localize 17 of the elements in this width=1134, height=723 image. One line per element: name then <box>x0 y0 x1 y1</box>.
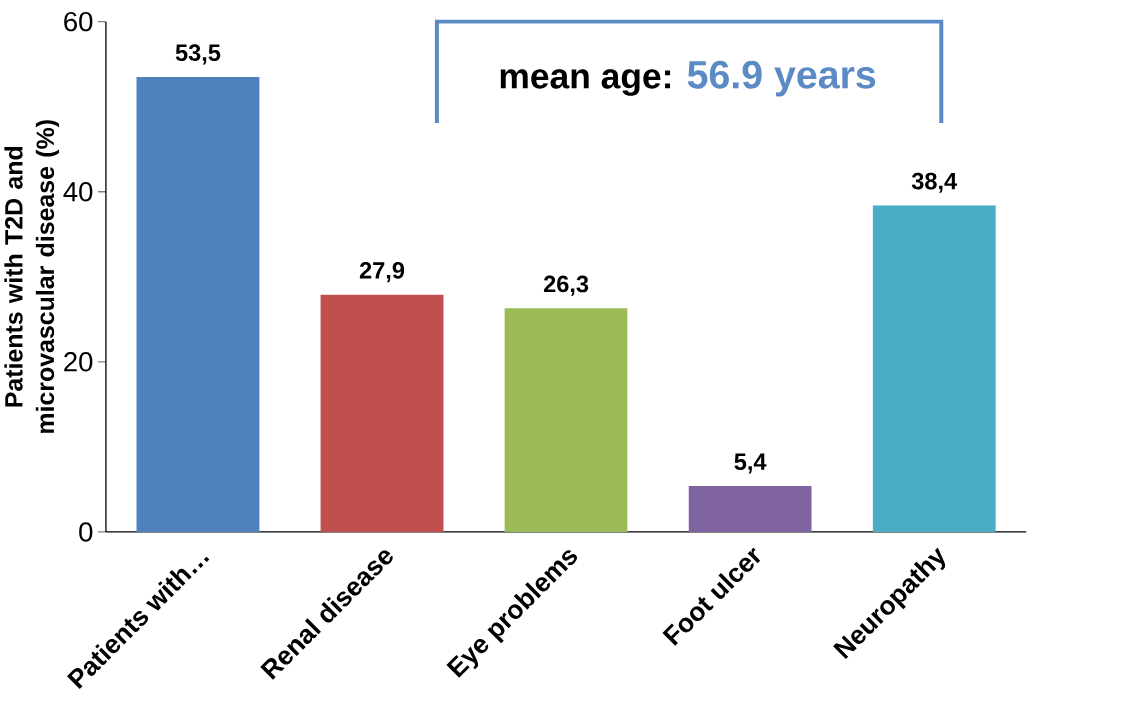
bar <box>872 205 996 533</box>
y-tick-label: 40 <box>63 182 93 202</box>
bar <box>504 308 628 533</box>
bar <box>320 294 444 533</box>
data-label: 26,3 <box>543 275 589 296</box>
data-label: 27,9 <box>359 262 405 283</box>
annotation: 56.9 years <box>687 60 876 97</box>
data-label: 5,4 <box>734 453 767 474</box>
y-tick-label: 60 <box>64 12 93 32</box>
data-label: 38,4 <box>911 172 958 193</box>
y-tick-label: 20 <box>64 352 93 372</box>
annotation: mean age: <box>500 69 671 96</box>
bar <box>688 486 812 533</box>
y-axis-title: Patients with T2D and microvascular disease (%) <box>4 120 60 434</box>
data-label: 53,5 <box>175 44 221 65</box>
y-tick-label: 0 <box>79 522 93 542</box>
bar <box>136 77 260 533</box>
